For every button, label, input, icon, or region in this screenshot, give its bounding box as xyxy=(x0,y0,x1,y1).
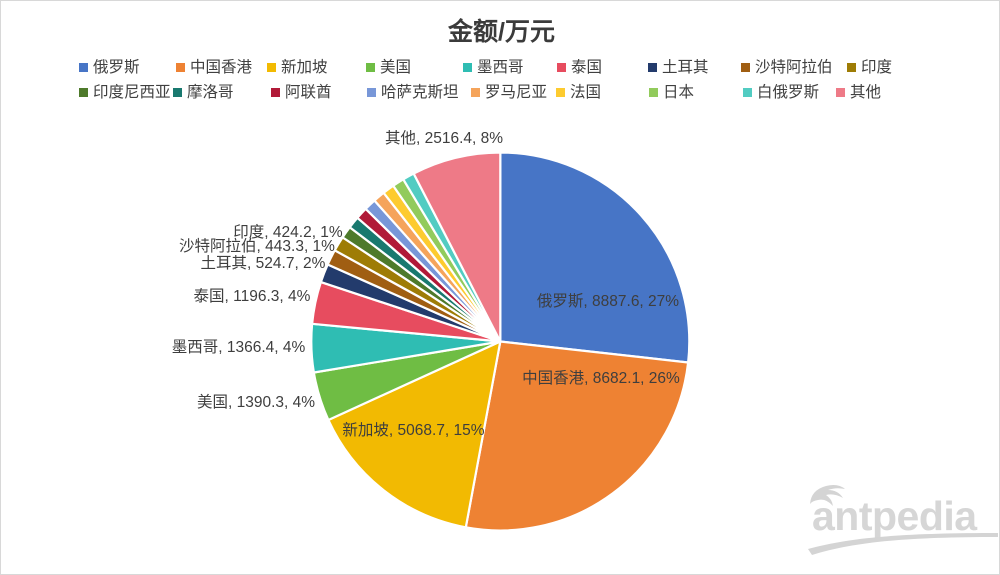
svg-text:antpedia: antpedia xyxy=(812,493,978,539)
